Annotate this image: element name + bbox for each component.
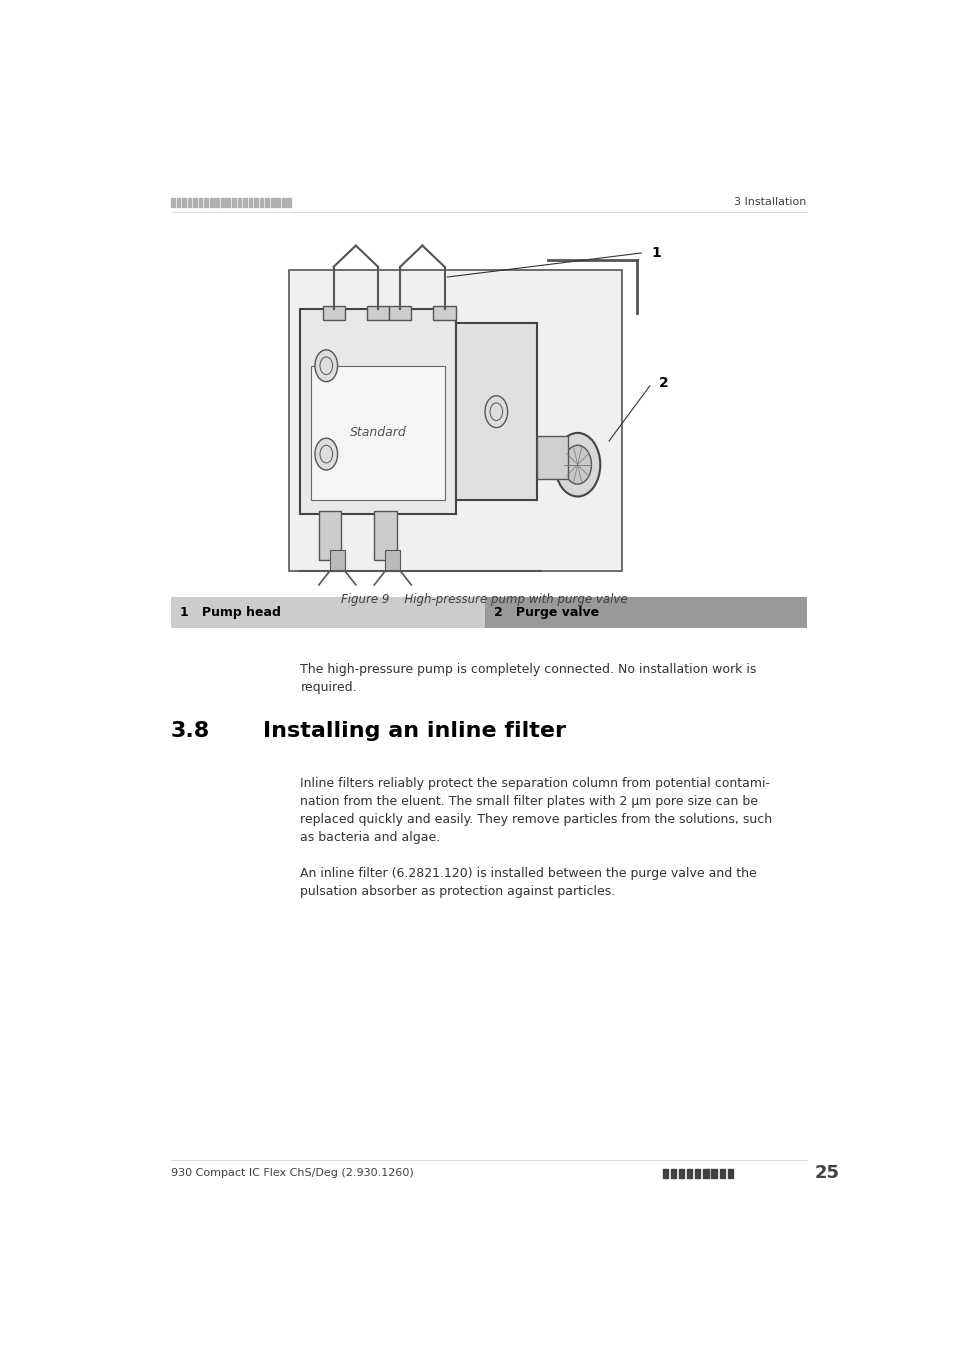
Bar [485, 597, 806, 628]
Bar [702, 1169, 708, 1177]
Bar [193, 198, 196, 207]
Bar [237, 198, 241, 207]
Text: Inline filters reliably protect the separation column from potential contami-
na: Inline filters reliably protect the sepa… [300, 778, 772, 844]
Bar [433, 305, 456, 320]
Circle shape [314, 439, 337, 470]
Bar [249, 198, 252, 207]
Bar [456, 324, 537, 500]
Bar [289, 270, 621, 571]
Bar [282, 198, 285, 207]
Bar [232, 198, 235, 207]
Text: An inline filter (6.2821.120) is installed between the purge valve and the
pulsa: An inline filter (6.2821.120) is install… [300, 867, 757, 898]
Bar [670, 1169, 676, 1177]
Text: 3 Installation: 3 Installation [734, 197, 806, 207]
Bar [259, 198, 263, 207]
Bar [243, 198, 247, 207]
Bar [662, 1169, 667, 1177]
Bar [318, 510, 341, 560]
Bar [271, 198, 274, 207]
Bar [221, 198, 224, 207]
Bar [695, 1169, 700, 1177]
Circle shape [555, 433, 599, 497]
Bar [171, 198, 174, 207]
Text: 2: 2 [659, 377, 668, 390]
Circle shape [563, 446, 591, 485]
Text: 930 Compact IC Flex ChS/Deg (2.930.1260): 930 Compact IC Flex ChS/Deg (2.930.1260) [171, 1169, 414, 1179]
Circle shape [314, 350, 337, 382]
Bar [367, 305, 389, 320]
Text: 25: 25 [813, 1165, 839, 1183]
Bar [276, 198, 280, 207]
Bar [198, 198, 202, 207]
Bar [322, 305, 344, 320]
Text: 2   Purge valve: 2 Purge valve [494, 606, 598, 618]
Bar [711, 1169, 716, 1177]
Bar [226, 198, 230, 207]
Text: Figure 9    High-pressure pump with purge valve: Figure 9 High-pressure pump with purge v… [341, 594, 627, 606]
Text: The high-pressure pump is completely connected. No installation work is
required: The high-pressure pump is completely con… [300, 663, 756, 694]
Bar [385, 549, 400, 571]
Bar [330, 549, 344, 571]
Text: 1   Pump head: 1 Pump head [180, 606, 280, 618]
Bar [374, 510, 396, 560]
Bar [727, 1169, 732, 1177]
Bar [176, 198, 180, 207]
Text: 3.8: 3.8 [171, 721, 210, 741]
Bar [300, 309, 456, 514]
Text: Standard: Standard [350, 427, 406, 439]
Bar [311, 366, 444, 500]
Bar [719, 1169, 724, 1177]
Text: 1: 1 [651, 246, 660, 259]
Text: Installing an inline filter: Installing an inline filter [263, 721, 566, 741]
Bar [389, 305, 411, 320]
Bar [210, 198, 213, 207]
Bar [215, 198, 219, 207]
Bar [686, 1169, 692, 1177]
Bar [182, 198, 186, 207]
Bar [537, 436, 568, 479]
Bar [171, 597, 485, 628]
Bar [253, 198, 257, 207]
Circle shape [484, 396, 507, 428]
Bar [287, 198, 291, 207]
Bar [265, 198, 269, 207]
Bar [188, 198, 192, 207]
Bar [679, 1169, 683, 1177]
Bar [204, 198, 208, 207]
